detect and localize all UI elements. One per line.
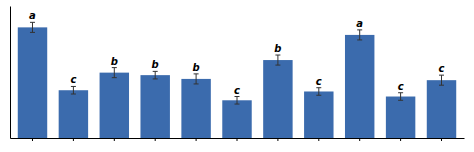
error-bar-stem <box>73 86 74 94</box>
bar <box>140 75 169 138</box>
error-bar-cap <box>112 77 117 78</box>
significance-label: c <box>398 81 404 92</box>
x-tick-mark <box>400 138 401 141</box>
error-bar <box>439 75 444 85</box>
bar <box>345 35 374 138</box>
significance-label: b <box>111 56 118 67</box>
error-bar-stem <box>237 97 238 105</box>
x-tick-mark <box>237 138 238 141</box>
bar <box>386 97 415 138</box>
significance-label: c <box>316 76 322 87</box>
error-bar-stem <box>32 22 33 32</box>
plot: a c b b b c b c a c c <box>11 7 465 142</box>
error-bar-cap <box>112 67 117 68</box>
significance-label: b <box>274 43 281 54</box>
x-tick <box>359 138 360 141</box>
x-tick-mark <box>318 138 319 141</box>
error-bar-cap <box>357 29 362 30</box>
bar <box>222 100 251 138</box>
y-axis <box>10 7 11 139</box>
error-bar-cap <box>439 85 444 86</box>
error-bar <box>398 93 403 101</box>
x-axis <box>11 138 465 141</box>
error-bar-cap <box>235 104 240 105</box>
x-tick <box>318 138 319 141</box>
error-bar-cap <box>153 78 158 79</box>
error-bar <box>71 86 76 94</box>
error-bar-cap <box>30 22 35 23</box>
x-tick <box>155 138 156 141</box>
error-bar <box>235 97 240 105</box>
error-bar <box>316 88 321 96</box>
significance-label: b <box>152 59 159 70</box>
bar <box>304 91 333 138</box>
x-tick-mark <box>359 138 360 141</box>
error-bar-cap <box>235 96 240 97</box>
chart: a c b b b c b c a c c <box>0 0 474 152</box>
x-tick <box>277 138 278 141</box>
error-bar-stem <box>400 93 401 101</box>
error-bar-cap <box>153 71 158 72</box>
error-bar-stem <box>441 75 442 85</box>
error-bar-stem <box>318 88 319 96</box>
error-bar-cap <box>398 92 403 93</box>
significance-label: a <box>29 10 36 21</box>
x-tick-mark <box>114 138 115 141</box>
x-tick-mark <box>155 138 156 141</box>
x-tick <box>441 138 442 141</box>
error-bar-cap <box>398 100 403 101</box>
error-bar <box>357 30 362 40</box>
error-bar <box>153 71 158 79</box>
error-bar <box>112 68 117 78</box>
error-bar-cap <box>194 73 199 74</box>
bar <box>427 80 456 138</box>
error-bar <box>194 74 199 84</box>
error-bar-cap <box>275 65 280 66</box>
error-bar-cap <box>316 87 321 88</box>
x-tick-mark <box>73 138 74 141</box>
error-bar-stem <box>155 71 156 79</box>
error-bar-cap <box>275 55 280 56</box>
bar <box>181 79 210 138</box>
error-bar-cap <box>71 86 76 87</box>
significance-label: c <box>439 63 445 74</box>
x-tick-mark <box>196 138 197 141</box>
significance-label: a <box>356 18 363 29</box>
error-bar-cap <box>30 32 35 33</box>
x-tick <box>237 138 238 141</box>
error-bar-stem <box>277 55 278 65</box>
bar <box>263 60 292 138</box>
bar <box>100 73 129 138</box>
x-tick-mark <box>32 138 33 141</box>
x-tick <box>400 138 401 141</box>
significance-label: b <box>193 62 200 73</box>
error-bar-stem <box>114 68 115 78</box>
x-tick <box>114 138 115 141</box>
x-tick-mark <box>277 138 278 141</box>
error-bar-cap <box>439 75 444 76</box>
x-tick <box>32 138 33 141</box>
error-bar-cap <box>194 83 199 84</box>
significance-label: c <box>234 85 240 96</box>
error-bar-cap <box>357 39 362 40</box>
error-bar-stem <box>196 74 197 84</box>
y-axis-line <box>10 7 11 139</box>
error-bar <box>30 22 35 32</box>
error-bar-cap <box>71 94 76 95</box>
error-bar-stem <box>359 30 360 40</box>
error-bar-cap <box>316 95 321 96</box>
x-tick <box>196 138 197 141</box>
x-tick-mark <box>441 138 442 141</box>
significance-label: c <box>70 74 76 85</box>
error-bar <box>275 55 280 65</box>
x-tick <box>73 138 74 141</box>
annotations: a c b b b c b c a c c <box>29 10 444 95</box>
marks <box>18 22 456 138</box>
bar <box>59 90 88 138</box>
bar <box>18 27 47 138</box>
